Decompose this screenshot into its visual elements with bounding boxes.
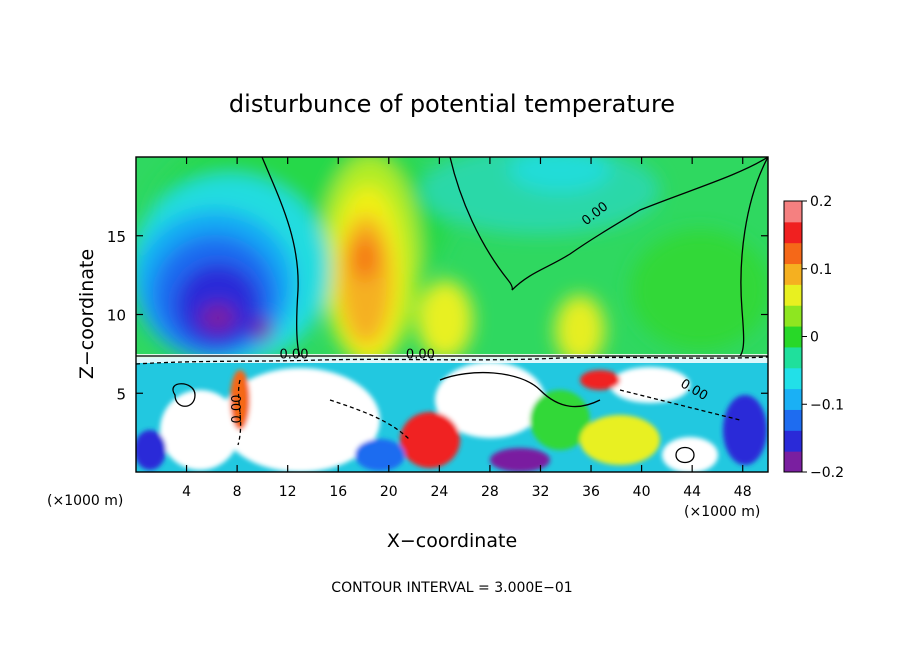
x-unit-right: (×1000 m) xyxy=(684,504,760,520)
colorbar-segment-1 xyxy=(784,430,802,452)
colorbar-segment-11 xyxy=(784,221,802,244)
x-tick-label-8: 36 xyxy=(582,484,600,500)
y-tick-label-0: 5 xyxy=(116,385,126,403)
x-tick-label-0: 4 xyxy=(182,484,191,500)
x-tick-label-4: 20 xyxy=(380,484,398,500)
x-axis-label: X−coordinate xyxy=(387,530,517,552)
x-tick-label-7: 32 xyxy=(532,484,550,500)
y-tick-label-2: 15 xyxy=(107,228,126,246)
lower-field xyxy=(136,362,767,472)
colorbar-tick-label-4: −0.2 xyxy=(810,465,844,481)
interface-band xyxy=(136,354,768,363)
x-tick-label-10: 44 xyxy=(683,484,701,500)
colorbar-tick-label-1: 0.1 xyxy=(810,262,832,278)
colorbar-segment-7 xyxy=(784,305,802,327)
colorbar-tick-label-3: −0.1 xyxy=(810,397,844,413)
x-tick-label-5: 24 xyxy=(430,484,448,500)
contour-label-2: 0.00 xyxy=(406,348,435,363)
contour-lines xyxy=(136,157,768,464)
x-unit-left: (×1000 m) xyxy=(47,493,123,509)
colorbar-segment-0 xyxy=(784,451,802,473)
contour-label-1: 0.00 xyxy=(280,348,309,363)
contour-label-3: 0.00 xyxy=(230,395,245,424)
x-tick-label-9: 40 xyxy=(633,484,651,500)
contour-interval-note: CONTOUR INTERVAL = 3.000E−01 xyxy=(331,580,572,596)
y-tick-label-1: 10 xyxy=(107,307,126,325)
plot-area xyxy=(136,157,768,472)
x-tick-label-1: 8 xyxy=(233,484,242,500)
colorbar-segment-4 xyxy=(784,367,802,390)
colorbar-tick-label-0: 0.2 xyxy=(810,194,832,210)
colorbar-segment-9 xyxy=(784,263,802,285)
chart-title: disturbunce of potential temperature xyxy=(229,90,675,118)
y-axis-ticks: 5 10 15 xyxy=(107,228,768,403)
colorbar xyxy=(784,201,802,473)
x-axis-ticks: 4 8 12 16 20 24 28 32 36 40 44 48 xyxy=(182,157,752,500)
y-axis-label: Z−coordinate xyxy=(76,249,98,379)
colorbar-ticks: 0.2 0.1 0 −0.1 −0.2 xyxy=(802,194,844,481)
upper-field xyxy=(136,157,768,365)
x-tick-label-11: 48 xyxy=(734,484,752,500)
colorbar-segment-6 xyxy=(784,326,802,348)
colorbar-segment-10 xyxy=(784,242,802,265)
colorbar-segment-8 xyxy=(784,284,802,306)
x-tick-label-2: 12 xyxy=(279,484,297,500)
colorbar-tick-label-2: 0 xyxy=(810,330,819,346)
colorbar-segment-5 xyxy=(784,346,802,369)
x-tick-label-3: 16 xyxy=(329,484,347,500)
colorbar-segment-3 xyxy=(784,388,802,410)
x-tick-label-6: 28 xyxy=(481,484,499,500)
colorbar-segment-2 xyxy=(784,409,802,431)
colorbar-segment-12 xyxy=(784,201,802,223)
